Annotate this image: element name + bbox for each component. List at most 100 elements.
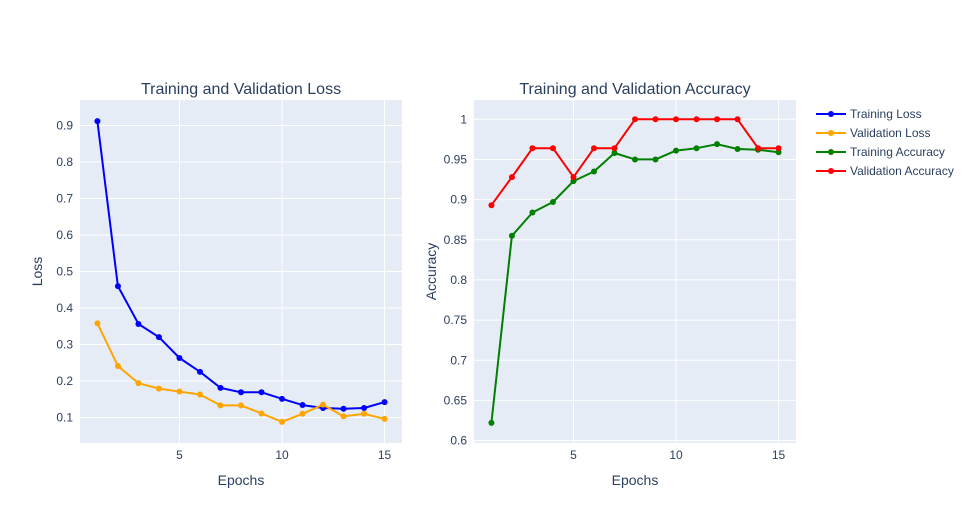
training-loss-point (381, 399, 388, 406)
validation-accuracy-point (570, 174, 577, 181)
validation-accuracy-point (549, 145, 556, 152)
x-tick-label: 15 (772, 448, 786, 462)
training-loss-point (361, 404, 368, 411)
validation-accuracy-point (693, 116, 700, 123)
loss-gridlines (80, 100, 402, 443)
training-loss-point (94, 118, 101, 125)
validation-loss-point (279, 418, 286, 425)
validation-accuracy-point (652, 116, 659, 123)
validation-loss-point (94, 320, 101, 327)
accuracy-chart-title: Training and Validation Accuracy (519, 81, 750, 98)
validation-loss-point (217, 402, 224, 409)
x-tick-label: 10 (275, 448, 289, 462)
training-loss-point (258, 389, 265, 396)
training-accuracy-point (590, 168, 597, 175)
validation-loss-point (155, 385, 162, 392)
validation-accuracy-point (714, 116, 721, 123)
y-tick-label: 0.85 (444, 233, 468, 247)
legend-label: Training Loss (850, 107, 922, 121)
validation-accuracy-point (734, 116, 741, 123)
legend-marker (828, 111, 834, 117)
y-tick-label: 0.4 (56, 301, 73, 315)
validation-loss-point (238, 402, 244, 409)
accuracy-gridlines (474, 100, 796, 443)
training-accuracy-point (693, 145, 700, 152)
validation-accuracy-point (775, 145, 782, 152)
validation-accuracy-point (611, 145, 618, 152)
accuracy-x-axis-title: Epochs (612, 472, 659, 488)
training-accuracy-point (673, 147, 680, 154)
training-accuracy-point (488, 419, 495, 426)
validation-loss-point (299, 410, 306, 417)
validation-loss-point (320, 401, 327, 408)
validation-accuracy-point (673, 116, 680, 123)
training-accuracy-point (632, 156, 638, 163)
validation-loss-point (361, 410, 368, 417)
accuracy-plot-area (474, 100, 796, 443)
x-tick-label: 5 (570, 448, 577, 462)
loss-chart-title: Training and Validation Loss (141, 81, 341, 98)
y-tick-label: 0.9 (450, 193, 467, 207)
validation-accuracy-point (488, 202, 495, 209)
validation-loss-point (340, 413, 347, 420)
y-tick-label: 0.5 (56, 265, 73, 279)
validation-accuracy-point (529, 145, 536, 152)
training-loss-point (238, 389, 244, 396)
y-tick-label: 0.8 (450, 273, 467, 287)
validation-loss-point (176, 388, 183, 395)
y-tick-label: 0.1 (56, 410, 73, 424)
validation-loss-point (196, 391, 203, 398)
training-loss-point (340, 405, 347, 412)
legend-item-validation-accuracy[interactable]: Validation Accuracy (816, 164, 954, 178)
y-tick-label: 0.65 (444, 393, 468, 407)
training-loss-point (114, 283, 121, 290)
training-loss-point (155, 334, 162, 341)
validation-accuracy-point (590, 145, 597, 152)
validation-accuracy-point (755, 145, 762, 152)
y-tick-label: 0.7 (450, 353, 467, 367)
y-tick-label: 0.8 (56, 155, 73, 169)
validation-loss-point (135, 380, 142, 387)
legend-item-validation-loss[interactable]: Validation Loss (816, 126, 931, 140)
legend-label: Training Accuracy (850, 145, 945, 159)
training-accuracy-point (529, 209, 536, 216)
training-accuracy-point (549, 199, 556, 206)
legend: Training Loss Validation Loss Training A… (816, 107, 954, 178)
training-accuracy-point (508, 232, 515, 239)
loss-series (94, 118, 388, 425)
y-tick-label: 0.75 (444, 313, 468, 327)
y-tick-label: 0.95 (444, 152, 468, 166)
training-loss-point (196, 368, 203, 375)
legend-item-training-loss[interactable]: Training Loss (816, 107, 922, 121)
validation-loss-point (258, 410, 265, 417)
x-tick-label: 5 (176, 448, 183, 462)
y-tick-label: 1 (460, 112, 467, 126)
accuracy-series (488, 116, 782, 426)
loss-chart: 0.1 0.2 0.3 0.4 0.5 0.6 0.7 0.8 0.9 5 10 15 Trainin… (29, 81, 402, 488)
training-loss-point (135, 321, 142, 328)
loss-tick-labels: 0.1 0.2 0.3 0.4 0.5 0.6 0.7 0.8 0.9 5 10 15 (56, 119, 391, 462)
validation-accuracy-point (508, 174, 515, 181)
y-tick-label: 0.2 (56, 374, 73, 388)
loss-y-axis-title: Loss (29, 257, 45, 287)
accuracy-y-axis-title: Accuracy (423, 243, 439, 301)
legend-item-training-accuracy[interactable]: Training Accuracy (816, 145, 945, 159)
training-accuracy-point (611, 150, 618, 157)
legend-marker (828, 149, 834, 155)
training-accuracy-point (714, 141, 721, 148)
training-loss-point (299, 402, 306, 409)
legend-marker (828, 168, 834, 174)
training-loss-point (176, 354, 183, 361)
y-tick-label: 0.6 (450, 434, 467, 448)
legend-label: Validation Loss (850, 126, 931, 140)
x-tick-label: 10 (669, 448, 683, 462)
training-loss-point (217, 384, 224, 391)
y-tick-label: 0.6 (56, 228, 73, 242)
x-tick-label: 15 (378, 448, 392, 462)
legend-marker (828, 130, 834, 136)
y-tick-label: 0.3 (56, 337, 73, 351)
training-loss-point (279, 395, 286, 402)
